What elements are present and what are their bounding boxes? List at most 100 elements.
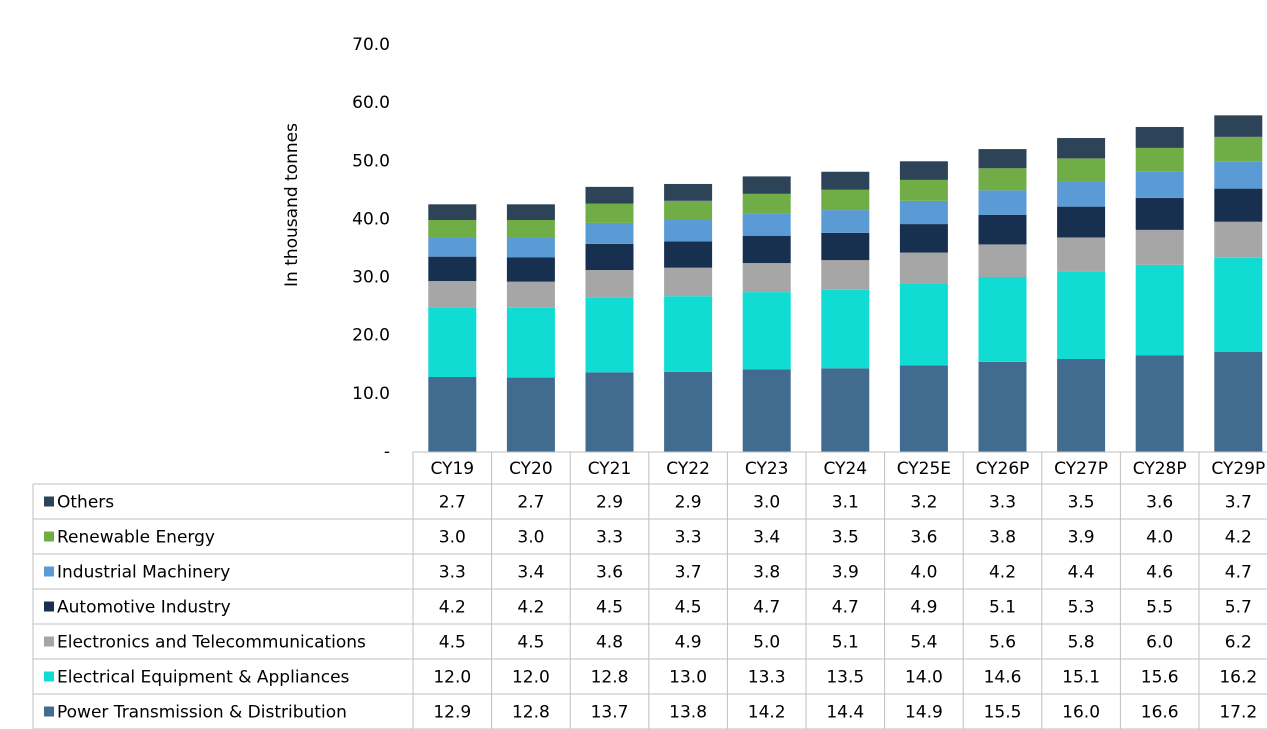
x-tick-label: CY19 <box>431 459 475 479</box>
legend-marker <box>44 706 54 717</box>
bar-segment <box>1214 136 1263 162</box>
table-value: 2.9 <box>675 493 702 513</box>
bar-segment <box>742 213 791 236</box>
bar-segment <box>428 256 477 282</box>
bar-segment <box>821 210 870 233</box>
table-value: 4.5 <box>596 598 623 618</box>
table-value: 12.0 <box>433 668 471 688</box>
x-tick-label: CY22 <box>666 459 710 479</box>
legend-label: Electronics and Telecommunications <box>57 633 366 653</box>
legend-marker <box>44 531 54 542</box>
table-value: 3.4 <box>517 563 544 583</box>
table-value: 5.3 <box>1068 598 1095 618</box>
table-value: 3.3 <box>439 563 466 583</box>
bar-segment <box>1135 126 1184 148</box>
table-value: 3.3 <box>675 528 702 548</box>
bar-segment <box>742 176 791 194</box>
table-value: 15.6 <box>1141 668 1179 688</box>
table-value: 5.0 <box>753 633 780 653</box>
bar-segment <box>664 371 713 452</box>
table-value: 2.7 <box>517 493 544 513</box>
bar-segment <box>1214 351 1263 452</box>
table-value: 3.6 <box>910 528 937 548</box>
bar-segment <box>585 186 634 204</box>
table-value: 3.5 <box>832 528 859 548</box>
bar-segment <box>742 292 791 370</box>
table-value: 5.5 <box>1146 598 1173 618</box>
bar-segment <box>899 161 948 180</box>
bar-segment <box>585 297 634 373</box>
bar-segment <box>428 220 477 238</box>
bar-segment <box>1214 221 1263 258</box>
table-value: 4.8 <box>596 633 623 653</box>
table-value: 4.9 <box>675 633 702 653</box>
bar-segment <box>1135 355 1184 452</box>
table-value: 12.0 <box>512 668 550 688</box>
table-value: 13.8 <box>669 703 707 723</box>
table-value: 3.9 <box>1068 528 1095 548</box>
table-value: 13.0 <box>669 668 707 688</box>
bar-segment <box>821 171 870 190</box>
table-value: 3.8 <box>753 563 780 583</box>
table-value: 13.7 <box>591 703 629 723</box>
table-value: 17.2 <box>1219 703 1257 723</box>
table-value: 12.9 <box>433 703 471 723</box>
table-value: 12.8 <box>591 668 629 688</box>
bar-segment <box>1057 138 1106 159</box>
bar-segment <box>506 237 555 258</box>
x-tick-label: CY23 <box>745 459 789 479</box>
legend-label: Industrial Machinery <box>57 563 230 583</box>
bar-segment <box>1135 229 1184 265</box>
bar-segment <box>742 193 791 214</box>
table-value: 14.6 <box>984 668 1022 688</box>
table-value: 3.7 <box>1225 493 1252 513</box>
bar-segment <box>1057 181 1106 207</box>
bar-segment <box>821 260 870 290</box>
bar-segment <box>506 281 555 308</box>
bar-segment <box>899 179 948 201</box>
table-value: 4.4 <box>1068 563 1095 583</box>
bar-segment <box>664 241 713 268</box>
legend-label: Automotive Industry <box>57 598 231 618</box>
bar-segment <box>978 361 1027 452</box>
table-value: 3.5 <box>1068 493 1095 513</box>
bar-segment <box>1057 158 1106 182</box>
table-value: 4.2 <box>517 598 544 618</box>
table-value: 14.4 <box>826 703 864 723</box>
bar-segment <box>428 204 477 221</box>
table-value: 3.3 <box>596 528 623 548</box>
x-tick-label: CY27P <box>1054 459 1108 479</box>
bar-segment <box>664 200 713 221</box>
table-value: 4.9 <box>910 598 937 618</box>
x-tick-label: CY26P <box>976 459 1030 479</box>
table-value: 12.8 <box>512 703 550 723</box>
bar-segment <box>978 276 1027 362</box>
bar-segment <box>742 263 791 293</box>
bar-segment <box>742 369 791 452</box>
bar-segment <box>821 189 870 211</box>
bar-segment <box>585 243 634 271</box>
bar-segment <box>1057 271 1106 359</box>
table-value: 3.7 <box>675 563 702 583</box>
table-value: 3.0 <box>439 528 466 548</box>
bar-segment <box>585 203 634 223</box>
bar-segment <box>1057 237 1106 272</box>
bar-segment <box>1135 171 1184 198</box>
bar-segment <box>742 235 791 264</box>
y-tick-label: 50.0 <box>352 151 390 171</box>
legend-label: Electrical Equipment & Appliances <box>57 668 350 688</box>
y-tick-label: 60.0 <box>352 93 390 113</box>
table-value: 4.7 <box>1225 563 1252 583</box>
y-tick-label: 20.0 <box>352 326 390 346</box>
bar-segment <box>664 296 713 372</box>
table-value: 4.2 <box>989 563 1016 583</box>
table-value: 14.2 <box>748 703 786 723</box>
bar-segment <box>978 190 1027 215</box>
table-value: 4.7 <box>832 598 859 618</box>
table-value: 3.0 <box>753 493 780 513</box>
table-value: 15.1 <box>1062 668 1100 688</box>
bar-segment <box>1057 358 1106 452</box>
x-tick-label: CY29P <box>1211 459 1265 479</box>
bar-segment <box>899 283 948 366</box>
